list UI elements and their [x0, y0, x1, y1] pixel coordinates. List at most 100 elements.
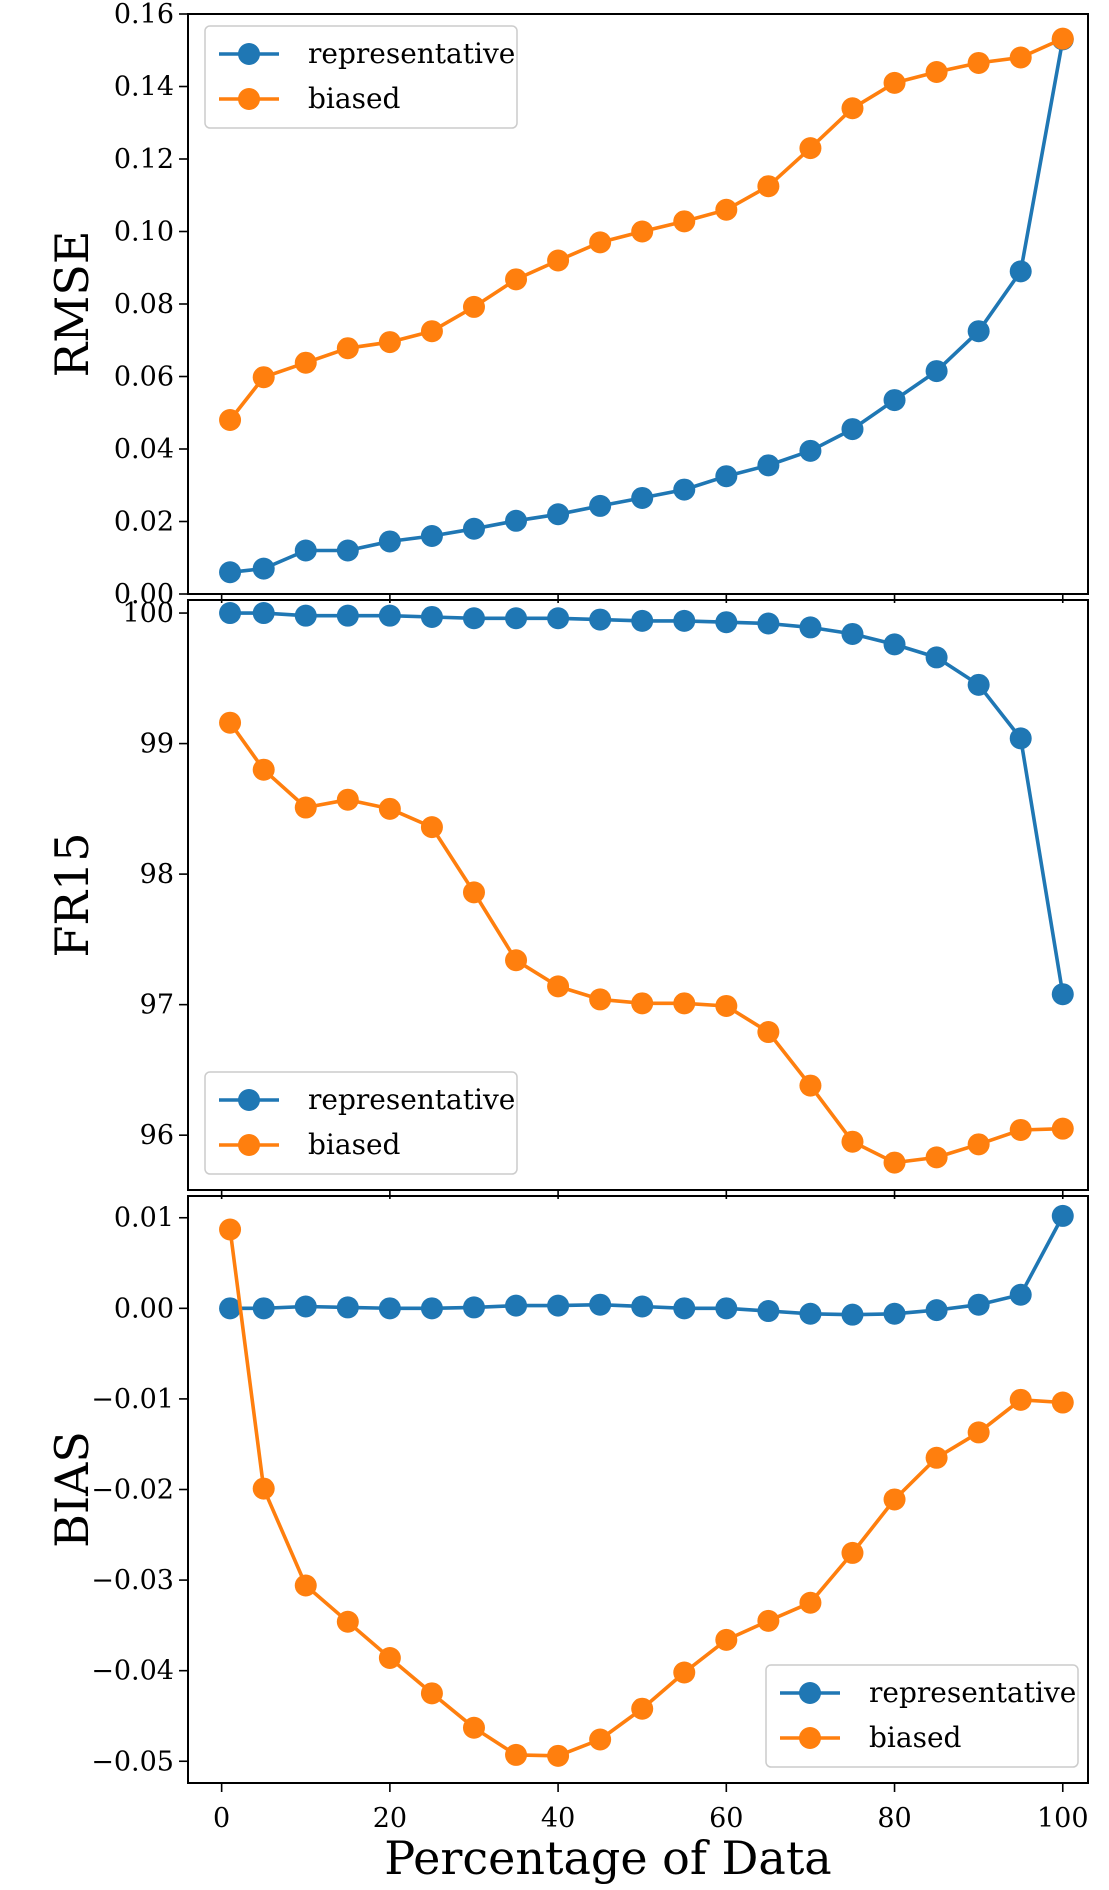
legend-marker-representative	[799, 1682, 821, 1704]
data-point-representative	[967, 673, 990, 696]
legend-label-biased: biased	[308, 1128, 401, 1161]
legend-marker-representative	[238, 43, 260, 65]
x-tick-label: 60	[709, 1803, 743, 1834]
y-tick-label: 0.00	[114, 579, 174, 610]
axes-frame	[187, 599, 1089, 1191]
data-point-representative	[673, 478, 696, 501]
legend: representative biased	[204, 25, 518, 129]
data-point-representative	[1051, 1204, 1074, 1227]
legend-marker-representative	[238, 1089, 260, 1111]
data-point-representative	[420, 605, 443, 628]
data-point-representative	[336, 1296, 359, 1319]
subplot-bias: −0.05 −0.04 −0.03 −0.02 −0.01 0.00 0.01 0 20 40 60…	[45, 1195, 1089, 1834]
data-point-representative	[883, 389, 906, 412]
y-tick-label: 0.06	[114, 362, 174, 393]
y-tick-label: 97	[140, 990, 174, 1021]
data-point-representative	[883, 633, 906, 656]
legend-label-representative: representative	[308, 1083, 515, 1116]
data-point-biased	[294, 1574, 317, 1597]
data-point-biased	[673, 992, 696, 1015]
data-point-representative	[547, 607, 570, 630]
data-point-biased	[799, 1591, 822, 1614]
data-point-biased	[1009, 1388, 1032, 1411]
data-point-biased	[336, 1610, 359, 1633]
data-point-biased	[715, 198, 738, 221]
data-point-biased	[883, 1151, 906, 1174]
data-point-biased	[925, 1446, 948, 1469]
data-point-representative	[757, 1300, 780, 1323]
data-point-representative	[925, 360, 948, 383]
data-point-biased	[420, 1682, 443, 1705]
data-point-biased	[589, 231, 612, 254]
data-point-biased	[294, 351, 317, 374]
y-tick-label: 0.04	[114, 434, 174, 465]
legend-marker-biased	[238, 88, 260, 110]
x-tick-label: 100	[1037, 1803, 1089, 1834]
data-point-biased	[925, 61, 948, 83]
data-point-representative	[799, 439, 822, 462]
y-tick-label: 0.02	[114, 507, 174, 538]
y-tick-label: 0.16	[114, 0, 174, 30]
data-point-representative	[547, 1294, 570, 1317]
data-point-biased	[547, 1744, 570, 1767]
data-point-biased	[505, 949, 528, 972]
data-point-representative	[841, 418, 864, 441]
data-point-representative	[420, 525, 443, 547]
data-point-representative	[589, 1293, 612, 1316]
data-point-representative	[631, 486, 654, 509]
data-point-biased	[631, 220, 654, 243]
data-point-representative	[799, 616, 822, 639]
data-point-biased	[505, 268, 528, 291]
data-point-biased	[547, 975, 570, 998]
y-axis-label: RMSE	[45, 231, 99, 378]
data-point-representative	[336, 539, 359, 562]
data-point-representative	[294, 1295, 317, 1318]
data-point-biased	[1051, 27, 1074, 50]
data-point-biased	[715, 994, 738, 1017]
legend: representative biased	[204, 1071, 518, 1175]
y-tick-label: 0.01	[114, 1203, 174, 1234]
y-axis-label: FR15	[45, 832, 99, 957]
data-point-representative	[841, 1303, 864, 1326]
y-tick-label: 99	[140, 729, 174, 760]
data-point-biased	[336, 788, 359, 811]
data-point-biased	[219, 409, 242, 431]
data-point-biased	[505, 1743, 528, 1766]
data-point-biased	[252, 1477, 275, 1500]
data-point-representative	[219, 1297, 242, 1320]
y-axis-label: BIAS	[45, 1431, 99, 1548]
data-point-representative	[462, 517, 485, 540]
data-point-biased	[631, 992, 654, 1015]
data-point-biased	[967, 1133, 990, 1156]
data-point-representative	[589, 494, 612, 517]
data-point-biased	[294, 796, 317, 819]
y-tick-label: 100	[122, 598, 174, 629]
data-point-representative	[1009, 260, 1032, 283]
data-point-biased	[715, 1628, 738, 1651]
data-point-representative	[505, 509, 528, 532]
data-point-biased	[1051, 1391, 1074, 1414]
data-point-representative	[1009, 1283, 1032, 1306]
legend-box	[204, 1071, 518, 1175]
data-point-representative	[294, 539, 317, 562]
subplot-rmse: 0.00 0.02 0.04 0.06 0.08 0.10 0.12 0.14 0.16 RMSE…	[45, 0, 1089, 610]
y-tick-label: 0.12	[114, 144, 174, 175]
y-tick-label: 0.08	[114, 289, 174, 320]
data-point-biased	[757, 1021, 780, 1044]
data-point-biased	[841, 1130, 864, 1153]
legend-box	[765, 1664, 1079, 1768]
data-point-biased	[967, 1421, 990, 1444]
data-point-biased	[841, 97, 864, 120]
data-point-representative	[883, 1302, 906, 1325]
y-tick-label: 98	[140, 859, 174, 890]
data-point-representative	[757, 612, 780, 635]
x-axis-label: Percentage of Data	[384, 1831, 831, 1885]
data-point-biased	[757, 1609, 780, 1632]
y-tick-label: −0.03	[91, 1565, 174, 1596]
data-point-biased	[219, 711, 242, 734]
data-point-representative	[715, 465, 738, 488]
data-point-biased	[420, 320, 443, 343]
data-point-representative	[925, 1299, 948, 1322]
x-tick-label: 40	[541, 1803, 575, 1834]
